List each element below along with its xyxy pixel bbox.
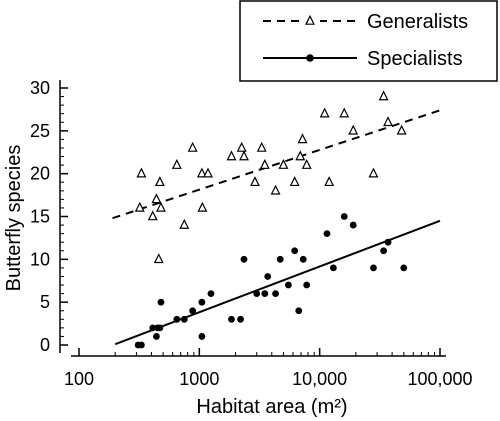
- y-tick-label: 5: [40, 292, 50, 312]
- specialist-point: [198, 298, 206, 306]
- specialist-point: [157, 298, 165, 306]
- specialist-point: [384, 238, 392, 246]
- data-markers: [134, 90, 408, 349]
- legend-box: [239, 0, 498, 82]
- specialist-point: [285, 281, 292, 289]
- y-axis-title: Butterfly species: [3, 145, 25, 292]
- generalist-point: [239, 150, 249, 161]
- generalist-point: [171, 158, 182, 169]
- specialist-point: [349, 221, 357, 229]
- specialist-point: [237, 315, 244, 323]
- generalist-point: [368, 167, 379, 178]
- specialist-point: [156, 324, 164, 332]
- specialist-point: [261, 290, 269, 297]
- legend-label-generalists: Generalists: [367, 11, 468, 33]
- generalist-point: [226, 150, 237, 161]
- legend-label-specialists: Specialists: [367, 48, 463, 70]
- specialist-point: [198, 333, 206, 340]
- generalist-point: [154, 176, 165, 187]
- axes: [59, 80, 446, 357]
- specialist-point: [240, 255, 248, 263]
- generalist-point: [256, 141, 267, 152]
- trend-line-generalists: [112, 109, 441, 220]
- specialist-point: [370, 264, 377, 272]
- generalist-point: [196, 167, 207, 178]
- legend-marker-circle: [306, 54, 314, 62]
- generalist-point: [134, 201, 145, 212]
- generalist-point: [383, 116, 394, 127]
- generalist-point: [339, 107, 350, 118]
- specialist-point: [295, 307, 303, 315]
- trend-lines: [112, 109, 441, 346]
- specialist-point: [137, 341, 145, 349]
- specialist-point: [276, 255, 284, 263]
- specialist-point: [340, 213, 348, 220]
- specialist-point: [400, 264, 408, 272]
- x-tick-label: 10,000: [292, 369, 347, 389]
- generalist-point: [197, 201, 208, 212]
- y-tick-label: 0: [40, 335, 50, 355]
- generalist-point: [236, 141, 247, 152]
- generalist-point: [147, 210, 158, 221]
- specialist-point: [291, 247, 299, 255]
- generalist-point: [297, 133, 308, 144]
- y-tick-label: 30: [30, 78, 50, 98]
- specialist-point: [329, 264, 337, 272]
- specialist-point: [303, 281, 311, 289]
- specialist-point: [264, 273, 272, 280]
- generalist-point: [378, 90, 389, 101]
- tick-labels: 100 1000 10,000 100,000 0 5 10 15 20 25 30: [30, 78, 473, 389]
- generalist-point: [153, 253, 164, 264]
- generalist-point: [295, 150, 306, 161]
- specialist-point: [173, 315, 181, 323]
- specialist-point: [253, 290, 261, 297]
- generalist-point: [250, 176, 260, 187]
- y-tick-label: 10: [30, 249, 50, 269]
- specialist-point: [323, 230, 331, 238]
- x-axis-title: Habitat area (m²): [196, 396, 347, 418]
- generalist-point: [203, 167, 213, 178]
- y-tick-label: 25: [30, 121, 50, 141]
- y-tick-label: 15: [30, 207, 50, 227]
- legend-marker-triangle: [305, 14, 315, 25]
- specialist-point: [149, 324, 157, 332]
- specialist-point: [380, 247, 388, 255]
- generalist-point: [396, 124, 407, 135]
- generalist-point: [136, 167, 147, 178]
- generalist-point: [259, 158, 270, 169]
- generalist-point: [301, 158, 312, 169]
- generalist-point: [156, 201, 166, 212]
- x-tick-label: 100,000: [407, 369, 472, 389]
- specialist-point: [180, 315, 188, 323]
- x-tick-label: 1000: [179, 369, 219, 389]
- specialist-point: [272, 290, 279, 297]
- generalist-point: [278, 158, 289, 169]
- generalist-point: [179, 218, 190, 229]
- generalist-point: [270, 184, 281, 195]
- specialist-point: [299, 255, 307, 263]
- specialist-point: [207, 290, 215, 297]
- specialist-point: [189, 307, 197, 315]
- generalist-point: [348, 124, 359, 135]
- generalist-point: [289, 176, 300, 187]
- generalist-point: [151, 193, 162, 204]
- x-tick-label: 100: [64, 369, 94, 389]
- generalist-point: [319, 107, 330, 118]
- generalist-point: [187, 141, 198, 152]
- y-tick-label: 20: [30, 164, 50, 184]
- specialist-point: [228, 315, 235, 323]
- trend-line-specialists: [114, 219, 441, 346]
- legend: Generalists Specialists: [239, 0, 498, 82]
- specialist-point: [153, 333, 160, 340]
- generalist-point: [324, 176, 335, 187]
